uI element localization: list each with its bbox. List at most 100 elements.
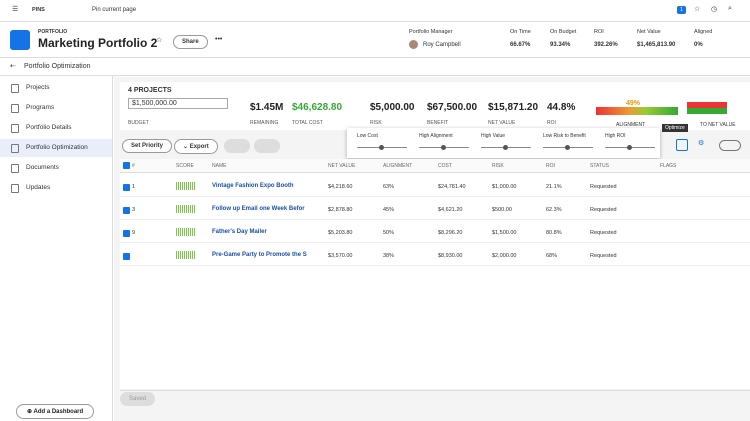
nav-icon — [11, 104, 19, 113]
history-icon[interactable]: ◷ — [711, 6, 718, 13]
cell: $8,296.20 — [438, 230, 463, 236]
column-header: ROI — [546, 163, 555, 169]
manager-label: Portfolio Manager — [409, 29, 453, 35]
gauge2-label: TO NET VALUE — [700, 122, 736, 128]
slider-thumb[interactable] — [379, 145, 384, 150]
more-icon[interactable]: ••• — [215, 36, 223, 43]
pin-current[interactable]: Pin current page — [92, 7, 137, 13]
cell: 21.1% — [546, 184, 562, 190]
cell: $8,930.00 — [438, 253, 463, 259]
column-header: STATUS — [590, 163, 609, 169]
saved-button[interactable]: Saved — [120, 392, 156, 406]
sidebar: Projects Programs Portfolio Details Portfol… — [0, 76, 113, 421]
row-checkbox[interactable] — [123, 184, 130, 191]
star-icon[interactable]: ☆ — [156, 37, 163, 44]
select-all[interactable] — [123, 162, 130, 169]
slider-thumb[interactable] — [503, 145, 508, 150]
cell: $1,000.00 — [492, 184, 517, 190]
pins[interactable]: PINS — [32, 7, 45, 13]
menu-icon[interactable]: ☰ — [12, 6, 19, 13]
export[interactable]: ⌄ Export — [174, 139, 218, 154]
header-label: PORTFOLIO — [38, 29, 68, 35]
nav-item[interactable]: Portfolio Details — [26, 124, 72, 131]
row-divider — [120, 265, 750, 266]
optimize-panel: Low Cost High Alignment High Value Low Risk… — [347, 128, 660, 158]
row-checkbox[interactable] — [123, 207, 130, 214]
nav-icon — [11, 144, 19, 153]
column-header: NET VALUE — [328, 163, 356, 169]
slider-label: High ROI — [605, 133, 626, 139]
slider-thumb[interactable] — [441, 145, 446, 150]
breadcrumb-bar: ⇠ Portfolio Optimization — [0, 58, 750, 76]
metric-label: REMAINING — [250, 120, 279, 126]
slider-label: High Alignment — [419, 133, 453, 139]
status[interactable]: Requested — [590, 184, 617, 190]
slider-label: High Value — [481, 133, 506, 139]
budget-input[interactable]: $1,500,000.00 — [128, 98, 228, 109]
settings-icon[interactable]: ⚙ — [698, 140, 705, 147]
project-name[interactable]: Father's Day Mailer — [212, 229, 267, 235]
status[interactable]: Requested — [590, 253, 617, 259]
back-icon[interactable]: ⇠ — [10, 63, 16, 70]
search-icon[interactable]: ⌕ — [728, 5, 732, 12]
badge[interactable]: 1 — [677, 6, 687, 14]
manager-name: Roy Campbell — [423, 42, 461, 48]
row-divider — [120, 196, 750, 197]
stat-value: 0% — [694, 42, 703, 48]
metric-label: ROI — [547, 120, 556, 126]
metric-label: TOTAL COST — [292, 120, 323, 126]
column-header: NAME — [212, 163, 227, 169]
optimize-button[interactable] — [676, 139, 688, 151]
stat-value: $1,465,813.90 — [637, 42, 676, 48]
column-header: FLAGS — [660, 163, 677, 169]
header: PORTFOLIO Marketing Portfolio 2 ☆ Share … — [0, 22, 750, 58]
breadcrumb: Portfolio Optimization — [24, 63, 91, 70]
gauge-label: ALIGNMENT — [616, 122, 646, 128]
share-button[interactable]: Share — [173, 35, 208, 49]
redo[interactable] — [254, 139, 280, 153]
status[interactable]: Requested — [590, 230, 617, 236]
toggle[interactable] — [719, 140, 741, 151]
cell: 63% — [383, 184, 395, 190]
cell: $2,000.00 — [492, 253, 517, 259]
column-header: COST — [438, 163, 452, 169]
row-divider — [120, 242, 750, 243]
nav-icon — [11, 184, 19, 193]
add-dashboard-text: Add a Dashboard — [33, 409, 84, 415]
project-name[interactable]: Vintage Fashion Expo Booth — [212, 183, 294, 189]
nav-item[interactable]: Documents — [26, 164, 59, 171]
undo[interactable] — [224, 139, 250, 153]
tooltip: Optimize — [662, 124, 688, 132]
metric-value: $5,000.00 — [370, 102, 415, 113]
nav-item[interactable]: Projects — [26, 84, 50, 91]
nav-active — [0, 139, 112, 157]
cell: 45% — [383, 207, 395, 213]
score-bar — [176, 251, 196, 259]
gauge-value: 49% — [626, 100, 641, 107]
score-bar — [176, 205, 196, 213]
slider-thumb[interactable] — [565, 145, 570, 150]
nav-item[interactable]: Portfolio Optimization — [26, 144, 88, 151]
nav-icon — [11, 164, 19, 173]
nav-item[interactable]: Programs — [26, 104, 55, 111]
column-header: RISK — [492, 163, 504, 169]
star-icon[interactable]: ☆ — [694, 6, 701, 13]
divider — [120, 390, 750, 391]
add-dashboard[interactable]: ⊕ Add a Dashboard — [16, 404, 95, 419]
status[interactable]: Requested — [590, 207, 617, 213]
set-priority[interactable]: Set Priority — [122, 139, 173, 153]
cell: 38% — [383, 253, 395, 259]
nav-item[interactable]: Updates — [26, 184, 51, 191]
table-header: # SCORE NAME NET VALUE ALIGNMENT COST RISK ROI S… — [120, 159, 750, 173]
slider-thumb[interactable] — [627, 145, 632, 150]
project-name[interactable]: Follow up Email one Week Befor — [212, 206, 305, 212]
cell: $2,878.80 — [328, 207, 353, 213]
stat-label: Aligned — [694, 29, 713, 35]
row-checkbox[interactable] — [123, 230, 130, 237]
metric-label: RISK — [370, 120, 382, 126]
cell: $3,570.00 — [328, 253, 353, 259]
cell: $5,203.80 — [328, 230, 353, 236]
stat-label: On Budget — [550, 29, 577, 35]
row-checkbox[interactable] — [123, 253, 130, 260]
project-name[interactable]: Pre-Game Party to Promote the S — [212, 252, 307, 258]
